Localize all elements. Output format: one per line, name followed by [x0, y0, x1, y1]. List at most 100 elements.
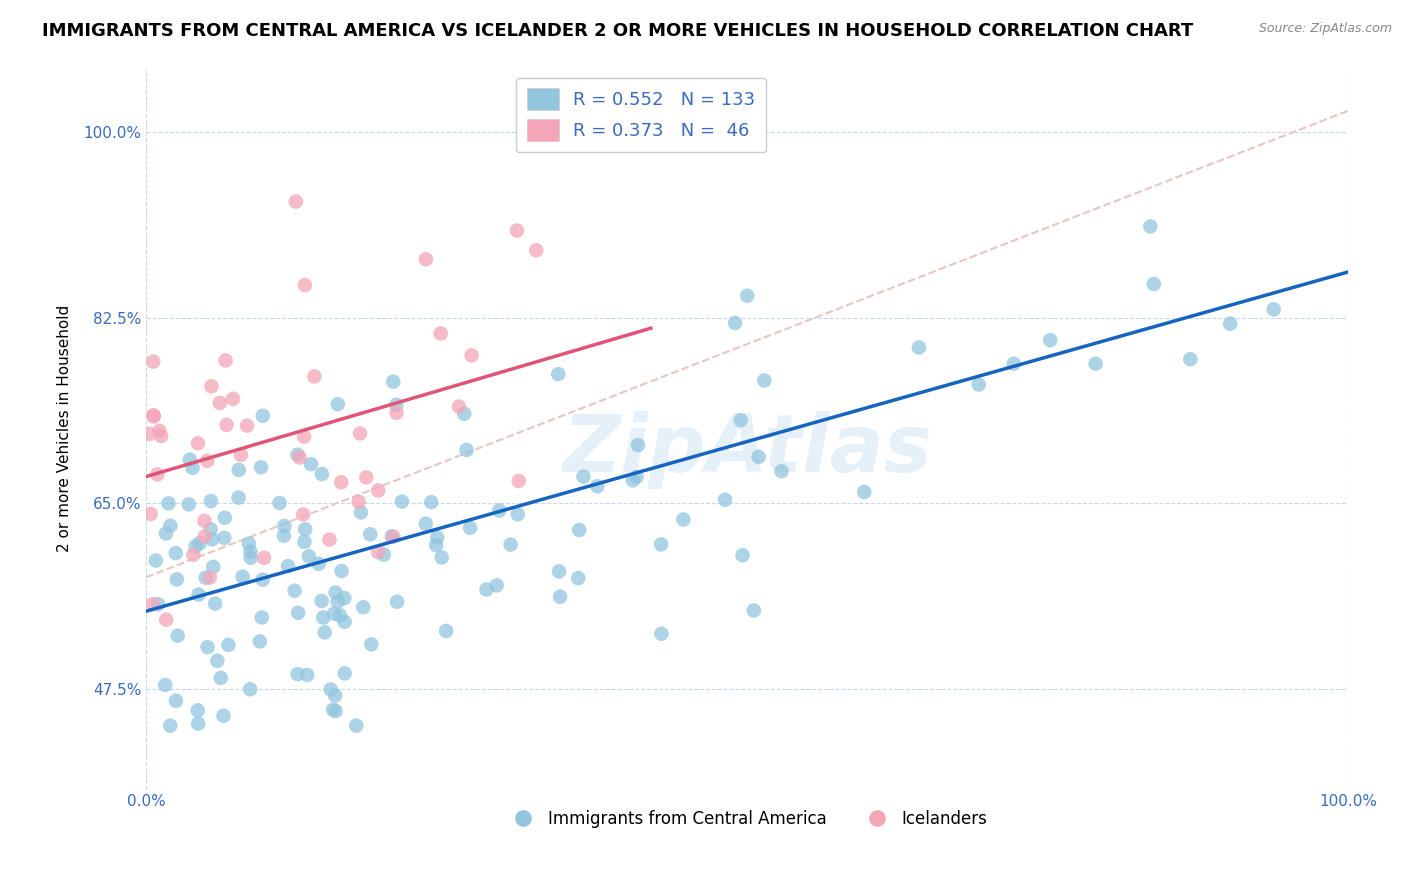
- Point: [325, 585, 347, 599]
- Point: [548, 590, 571, 604]
- Point: [508, 474, 530, 488]
- Point: [329, 608, 352, 623]
- Point: [391, 494, 413, 508]
- Point: [385, 406, 408, 420]
- Point: [299, 457, 322, 471]
- Point: [572, 469, 595, 483]
- Point: [730, 413, 752, 427]
- Point: [731, 548, 754, 562]
- Point: [326, 594, 349, 608]
- Point: [142, 409, 165, 423]
- Point: [292, 534, 315, 549]
- Point: [200, 494, 222, 508]
- Point: [269, 496, 291, 510]
- Point: [239, 682, 262, 697]
- Point: [287, 448, 309, 462]
- Legend: Immigrants from Central America, Icelanders: Immigrants from Central America, Iceland…: [499, 804, 994, 835]
- Point: [425, 538, 447, 552]
- Point: [253, 550, 276, 565]
- Point: [250, 610, 273, 624]
- Point: [250, 460, 273, 475]
- Point: [204, 597, 226, 611]
- Point: [145, 553, 167, 567]
- Point: [453, 407, 475, 421]
- Y-axis label: 2 or more Vehicles in Household: 2 or more Vehicles in Household: [58, 305, 72, 552]
- Point: [385, 595, 408, 609]
- Point: [229, 448, 252, 462]
- Point: [415, 252, 437, 267]
- Point: [181, 460, 204, 475]
- Point: [239, 550, 262, 565]
- Point: [567, 571, 589, 585]
- Point: [330, 475, 353, 490]
- Point: [748, 450, 770, 464]
- Point: [908, 341, 931, 355]
- Point: [155, 613, 177, 627]
- Point: [456, 442, 478, 457]
- Point: [298, 549, 321, 564]
- Point: [292, 429, 315, 443]
- Point: [548, 565, 571, 579]
- Point: [330, 564, 353, 578]
- Point: [165, 694, 187, 708]
- Point: [194, 571, 217, 585]
- Point: [209, 671, 232, 685]
- Point: [188, 536, 211, 550]
- Point: [287, 667, 309, 681]
- Point: [367, 545, 389, 559]
- Point: [325, 704, 347, 718]
- Point: [284, 583, 307, 598]
- Point: [735, 289, 758, 303]
- Point: [217, 638, 239, 652]
- Point: [347, 494, 370, 508]
- Point: [148, 424, 170, 438]
- Point: [187, 436, 209, 450]
- Point: [239, 545, 262, 559]
- Point: [349, 426, 371, 441]
- Point: [228, 463, 250, 477]
- Point: [460, 348, 482, 362]
- Point: [499, 537, 522, 551]
- Point: [415, 516, 437, 531]
- Point: [1039, 333, 1062, 347]
- Text: IMMIGRANTS FROM CENTRAL AMERICA VS ICELANDER 2 OR MORE VEHICLES IN HOUSEHOLD COR: IMMIGRANTS FROM CENTRAL AMERICA VS ICELA…: [42, 22, 1194, 40]
- Point: [215, 417, 238, 432]
- Point: [212, 531, 235, 545]
- Point: [138, 427, 160, 442]
- Point: [277, 559, 299, 574]
- Point: [382, 530, 405, 544]
- Point: [236, 418, 259, 433]
- Point: [853, 485, 876, 500]
- Point: [672, 512, 695, 526]
- Point: [311, 594, 333, 608]
- Point: [429, 326, 451, 341]
- Point: [157, 496, 180, 510]
- Point: [150, 429, 173, 443]
- Point: [506, 508, 529, 522]
- Text: Source: ZipAtlas.com: Source: ZipAtlas.com: [1258, 22, 1392, 36]
- Point: [187, 588, 209, 602]
- Point: [586, 479, 609, 493]
- Point: [323, 607, 346, 621]
- Point: [360, 637, 382, 651]
- Point: [200, 379, 222, 393]
- Point: [1143, 277, 1166, 291]
- Point: [714, 492, 737, 507]
- Point: [314, 625, 336, 640]
- Point: [434, 624, 457, 638]
- Point: [967, 377, 990, 392]
- Point: [350, 505, 373, 519]
- Point: [304, 369, 326, 384]
- Point: [232, 570, 254, 584]
- Point: [292, 508, 315, 522]
- Point: [177, 497, 200, 511]
- Point: [214, 353, 236, 368]
- Point: [295, 668, 318, 682]
- Point: [488, 503, 510, 517]
- Point: [626, 470, 648, 484]
- Point: [201, 533, 224, 547]
- Point: [742, 603, 765, 617]
- Point: [333, 666, 356, 681]
- Point: [139, 507, 162, 521]
- Point: [273, 529, 295, 543]
